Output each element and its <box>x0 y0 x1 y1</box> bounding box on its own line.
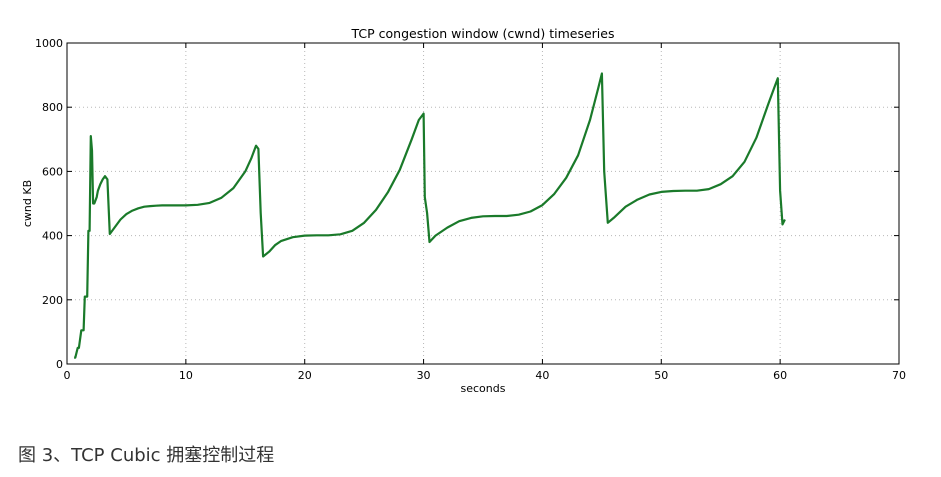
chart-title: TCP congestion window (cwnd) timeseries <box>351 26 615 41</box>
x-axis-title: seconds <box>461 382 506 395</box>
plot-area <box>66 42 900 365</box>
y-tick-label: 1000 <box>35 37 63 50</box>
x-tick-label: 0 <box>64 369 71 382</box>
y-tick-label: 0 <box>56 358 63 371</box>
y-tick-label: 800 <box>42 101 63 114</box>
y-tick-label: 400 <box>42 230 63 243</box>
y-tick-label: 600 <box>42 165 63 178</box>
cwnd-chart: TCP congestion window (cwnd) timeseries … <box>21 26 906 395</box>
y-axis-title: cwnd KB <box>21 180 34 227</box>
x-tick-label: 40 <box>535 369 549 382</box>
y-tick-label: 200 <box>42 294 63 307</box>
cwnd-series-line <box>74 72 786 359</box>
x-tick-label: 60 <box>773 369 787 382</box>
grid <box>67 43 899 364</box>
x-tick-label: 70 <box>892 369 906 382</box>
y-axis: 0 200 400 600 800 1000 <box>35 37 899 371</box>
x-tick-label: 10 <box>179 369 193 382</box>
x-tick-label: 30 <box>417 369 431 382</box>
x-tick-label: 20 <box>298 369 312 382</box>
figure-caption: 图 3、TCP Cubic 拥塞控制过程 <box>18 445 275 466</box>
x-tick-label: 50 <box>654 369 668 382</box>
x-axis: 0 10 20 30 40 50 60 70 <box>64 43 906 382</box>
